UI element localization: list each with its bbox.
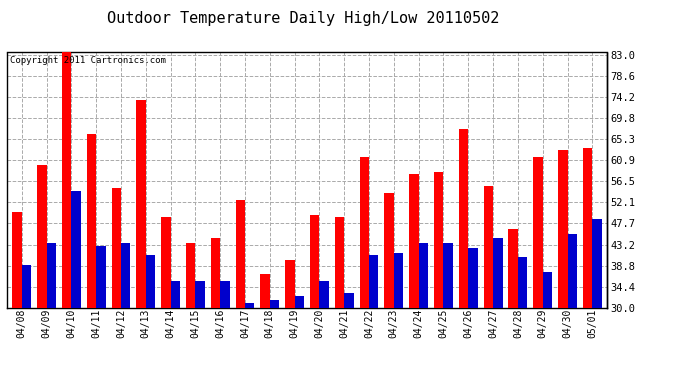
Bar bbox=[62, 53, 71, 308]
Bar bbox=[359, 158, 369, 308]
Bar bbox=[121, 243, 130, 308]
Bar bbox=[459, 129, 469, 308]
Bar bbox=[369, 255, 379, 308]
Bar bbox=[87, 134, 96, 308]
Bar bbox=[211, 238, 220, 308]
Bar bbox=[335, 217, 344, 308]
Bar bbox=[220, 281, 230, 308]
Bar bbox=[71, 191, 81, 308]
Bar bbox=[295, 296, 304, 307]
Bar bbox=[146, 255, 155, 308]
Bar bbox=[444, 243, 453, 308]
Bar bbox=[260, 274, 270, 308]
Bar bbox=[509, 229, 518, 308]
Bar bbox=[37, 165, 47, 308]
Bar bbox=[235, 200, 245, 308]
Text: Outdoor Temperature Daily High/Low 20110502: Outdoor Temperature Daily High/Low 20110… bbox=[108, 11, 500, 26]
Bar bbox=[558, 150, 567, 308]
Bar bbox=[47, 243, 56, 308]
Bar bbox=[310, 214, 319, 308]
Bar bbox=[22, 265, 31, 308]
Bar bbox=[543, 272, 552, 308]
Bar bbox=[319, 281, 329, 308]
Bar bbox=[270, 300, 279, 307]
Bar bbox=[12, 212, 22, 308]
Bar bbox=[245, 303, 255, 307]
Bar bbox=[583, 148, 592, 308]
Bar bbox=[434, 172, 444, 308]
Bar bbox=[384, 193, 394, 308]
Bar bbox=[518, 258, 527, 307]
Bar bbox=[285, 260, 295, 308]
Bar bbox=[533, 158, 543, 308]
Bar bbox=[419, 243, 428, 308]
Bar bbox=[195, 281, 205, 308]
Bar bbox=[112, 188, 121, 308]
Bar bbox=[567, 234, 577, 308]
Bar bbox=[394, 253, 403, 308]
Bar bbox=[469, 248, 477, 308]
Bar bbox=[186, 243, 195, 308]
Bar bbox=[161, 217, 170, 308]
Bar bbox=[96, 246, 106, 308]
Bar bbox=[344, 293, 354, 308]
Text: Copyright 2011 Cartronics.com: Copyright 2011 Cartronics.com bbox=[10, 56, 166, 65]
Bar bbox=[170, 281, 180, 308]
Bar bbox=[484, 186, 493, 308]
Bar bbox=[493, 238, 502, 308]
Bar bbox=[409, 174, 419, 308]
Bar bbox=[592, 219, 602, 308]
Bar bbox=[137, 100, 146, 308]
